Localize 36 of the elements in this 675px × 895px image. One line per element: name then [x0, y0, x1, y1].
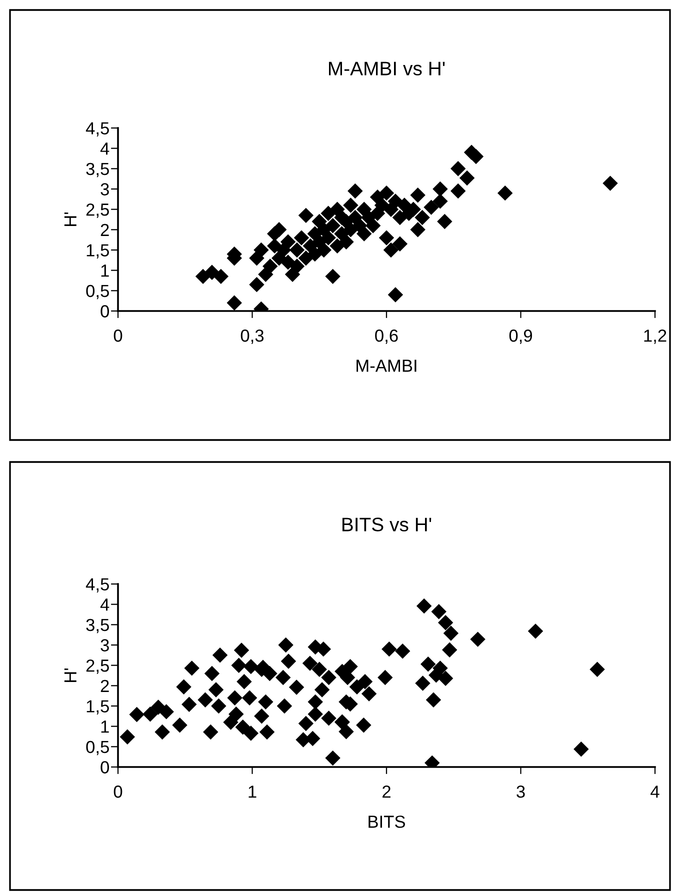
y-tick-label: 3,5 — [86, 618, 109, 634]
y-tick-label: 2 — [100, 224, 109, 236]
y-tick-label: 1,5 — [86, 700, 109, 715]
x-tick-label: 1,2 — [644, 330, 666, 344]
x-tick-label: 0,3 — [240, 330, 264, 344]
y-tick-label: 2 — [100, 680, 109, 692]
y-axis-title: H' — [64, 668, 76, 682]
x-tick-label: 0,9 — [509, 330, 532, 344]
x-tick-label: 1 — [248, 786, 256, 798]
x-axis-title: BITS — [368, 816, 405, 828]
x-tick-label: 3 — [516, 786, 525, 798]
y-tick-label: 0,5 — [86, 740, 109, 756]
x-tick-label: 2 — [382, 786, 390, 798]
y-tick-label: 4 — [100, 598, 110, 611]
y-tick-label: 4,5 — [86, 578, 109, 593]
y-axis-title: H' — [64, 212, 76, 226]
y-tick-label: 0 — [100, 305, 109, 318]
x-tick-label: 4 — [650, 786, 660, 798]
x-tick-label: 0 — [114, 330, 122, 342]
y-tick-label: 0,5 — [86, 284, 109, 300]
y-tick-label: 3,5 — [86, 162, 109, 178]
y-tick-label: 3 — [100, 183, 109, 196]
y-tick-label: 4 — [100, 142, 110, 155]
chart-title: BITS vs H' — [342, 518, 432, 532]
y-tick-label: 1,5 — [86, 244, 109, 259]
x-tick-label: 0 — [114, 786, 122, 798]
x-tick-label: 0,6 — [375, 330, 398, 344]
y-tick-label: 4,5 — [86, 122, 109, 137]
y-tick-label: 1 — [101, 720, 109, 733]
chart-title: M-AMBI vs H' — [328, 62, 445, 76]
x-axis-title: M-AMBI — [356, 360, 416, 372]
y-tick-label: 2,5 — [86, 204, 109, 218]
y-tick-label: 2,5 — [86, 660, 109, 674]
y-tick-label: 1 — [101, 264, 109, 277]
y-tick-label: 3 — [100, 639, 109, 652]
y-tick-label: 0 — [100, 761, 109, 774]
